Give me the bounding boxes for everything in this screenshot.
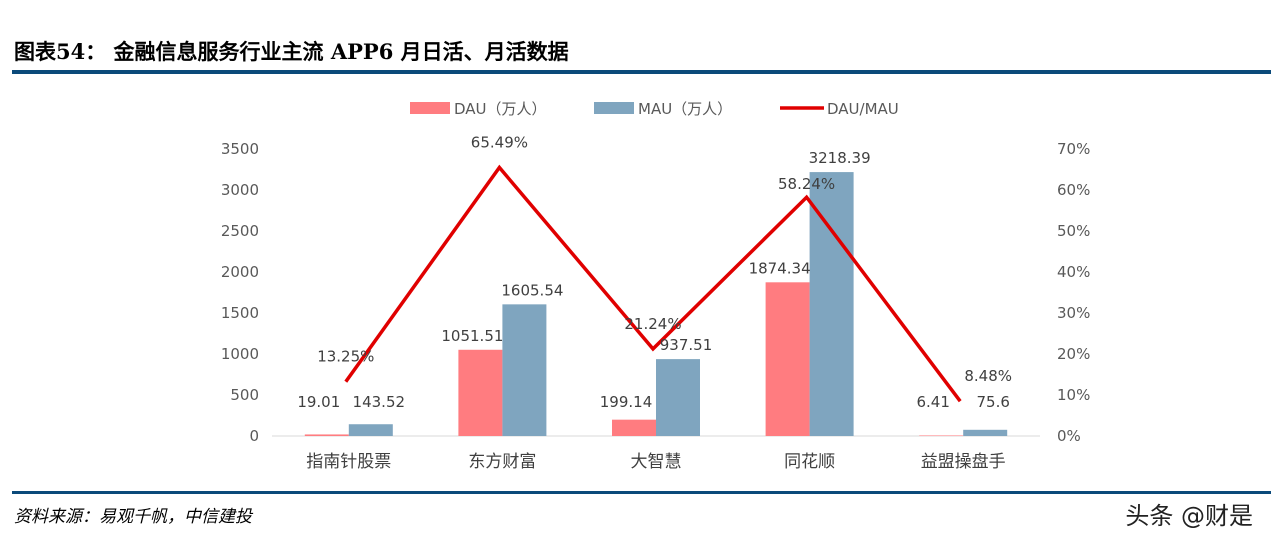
mau-data-label: 1605.54	[501, 281, 563, 299]
legend: DAU（万人） MAU（万人） DAU/MAU	[410, 100, 899, 118]
left-tick-label: 3000	[221, 181, 259, 199]
left-tick-label: 500	[230, 386, 259, 404]
dau-bar	[919, 435, 964, 436]
right-tick-label: 30%	[1057, 304, 1090, 322]
left-tick-label: 1500	[221, 304, 259, 322]
ratio-data-label: 21.24%	[624, 315, 681, 333]
legend-swatch	[594, 102, 634, 114]
dau-bar	[458, 349, 503, 436]
right-tick-label: 10%	[1057, 386, 1090, 404]
dau-data-label: 199.14	[600, 393, 653, 411]
watermark: 头条 @财是	[1125, 502, 1253, 530]
dau-bar	[304, 434, 349, 436]
mau-bar	[502, 304, 547, 436]
mau-data-label: 3218.39	[809, 149, 871, 167]
right-tick-label: 50%	[1057, 222, 1090, 240]
dau-data-label: 1051.51	[441, 327, 503, 345]
left-tick-label: 0	[249, 427, 259, 445]
right-tick-label: 20%	[1057, 345, 1090, 363]
ratio-data-label: 58.24%	[778, 175, 835, 193]
left-tick-label: 2000	[221, 263, 259, 281]
title-rule	[12, 70, 1271, 74]
category-label: 东方财富	[468, 452, 536, 472]
right-tick-label: 70%	[1057, 140, 1090, 158]
mau-data-label: 143.52	[353, 393, 406, 411]
mau-data-label: 937.51	[660, 336, 713, 354]
right-tick-label: 60%	[1057, 181, 1090, 199]
dau-data-label: 1874.34	[749, 259, 811, 277]
mau-bar	[656, 359, 700, 436]
left-tick-label: 3500	[221, 140, 259, 158]
mau-bar	[809, 172, 854, 436]
mau-data-label: 75.6	[976, 393, 1009, 411]
legend-swatch	[410, 102, 450, 114]
right-tick-label: 0%	[1057, 427, 1081, 445]
footer-rule	[12, 491, 1271, 494]
legend-label: DAU/MAU	[827, 100, 899, 118]
mau-bar	[348, 424, 393, 436]
legend-label: DAU（万人）	[454, 100, 547, 118]
ratio-line	[344, 164, 962, 403]
category-label: 益盟操盘手	[921, 452, 1006, 472]
ratio-data-label: 8.48%	[964, 367, 1012, 385]
ratio-data-label: 65.49%	[471, 133, 528, 151]
right-tick-label: 40%	[1057, 263, 1090, 281]
category-label: 大智慧	[631, 452, 682, 472]
dau-data-label: 19.01	[297, 393, 340, 411]
left-tick-label: 1000	[221, 345, 259, 363]
source-note: 资料来源：易观千帆，中信建投	[14, 507, 254, 527]
dau-bar	[765, 282, 810, 436]
figure-title: 图表54： 金融信息服务行业主流 APP6 月日活、月活数据	[14, 39, 569, 64]
left-tick-label: 2500	[221, 222, 259, 240]
mau-bar	[963, 429, 1008, 436]
dau-data-label: 6.41	[916, 393, 949, 411]
ratio-data-label: 13.25%	[317, 348, 374, 366]
dau-bar	[612, 419, 656, 436]
legend-label: MAU（万人）	[638, 100, 732, 118]
category-label: 同花顺	[784, 452, 835, 472]
category-label: 指南针股票	[306, 452, 391, 472]
